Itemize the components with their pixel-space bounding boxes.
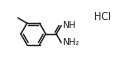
Text: NH: NH <box>62 21 76 30</box>
Text: NH₂: NH₂ <box>62 38 79 47</box>
Text: HCl: HCl <box>94 12 111 22</box>
